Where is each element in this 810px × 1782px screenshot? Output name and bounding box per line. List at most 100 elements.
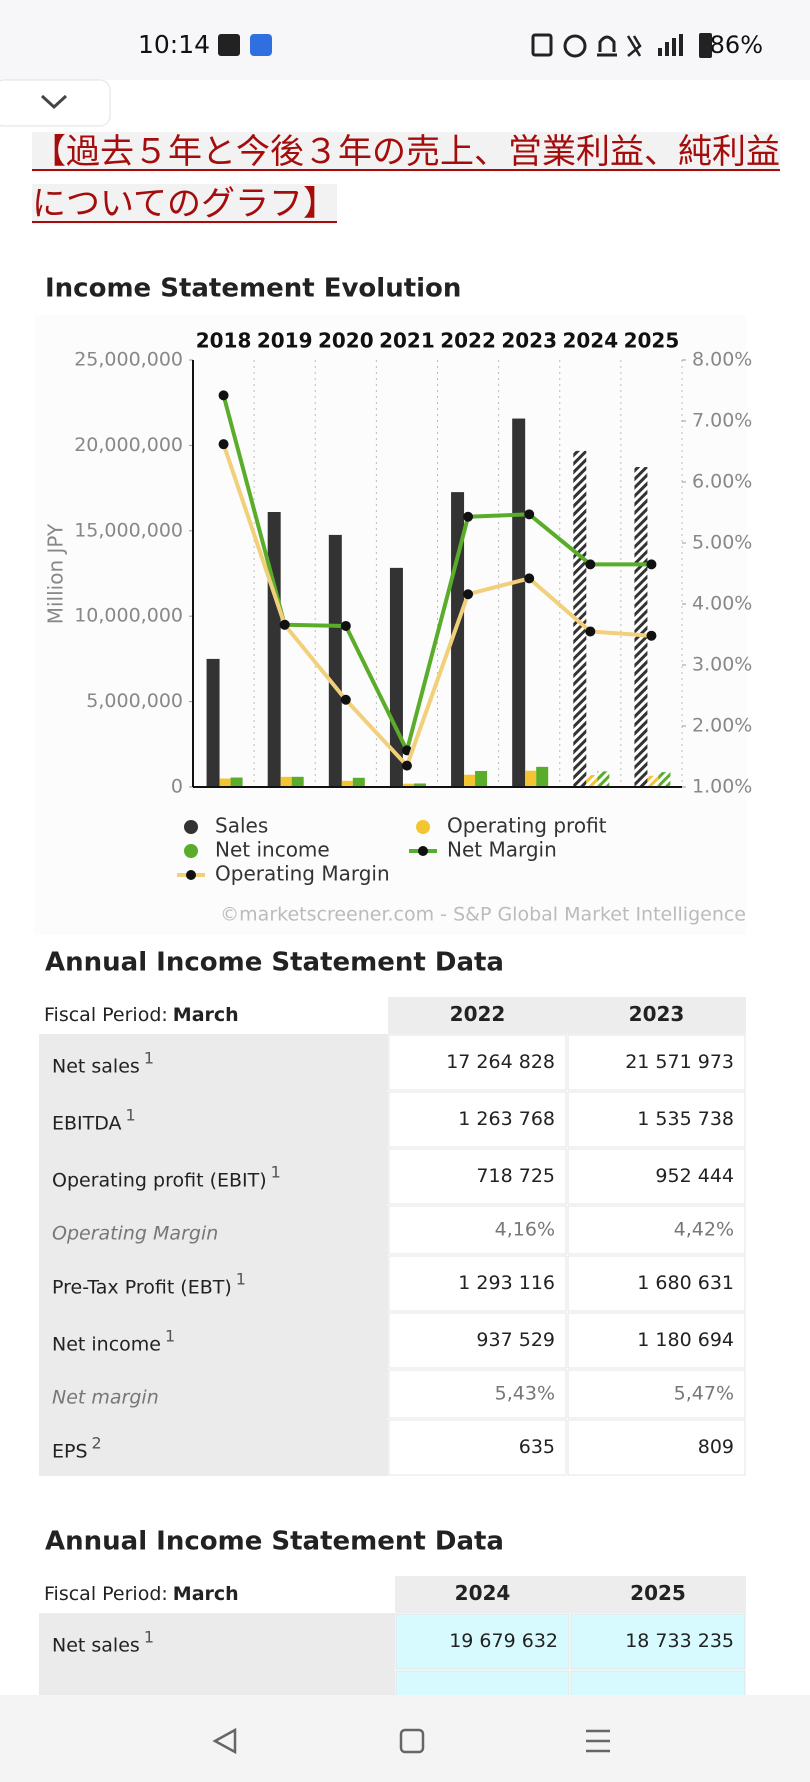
row-label: Net income (52, 1334, 161, 1356)
column-header: 2023 (629, 1002, 685, 1026)
data-cell (388, 1091, 567, 1148)
cell-value: 17 264 828 (446, 1051, 555, 1073)
collapse-tab[interactable] (0, 79, 111, 127)
column-header: 2025 (630, 1581, 686, 1605)
line-point (218, 439, 229, 450)
chevron-icon (40, 94, 68, 110)
column-header: 2024 (455, 1581, 511, 1605)
legend-label: Net Margin (447, 838, 557, 862)
y2-tick-label: 3.00% (692, 654, 752, 676)
row-label-cell (39, 1312, 388, 1369)
period-value: March (173, 1004, 239, 1026)
bar (352, 777, 365, 787)
status-icon (250, 34, 272, 56)
data-cell (567, 1312, 746, 1369)
row-footnote: 1 (144, 1628, 154, 1647)
y2-tick-label: 2.00% (692, 715, 752, 737)
data-cell (388, 1369, 567, 1419)
data-cell (388, 1312, 567, 1369)
status-icon (218, 34, 240, 56)
bar (402, 783, 414, 787)
row-label-cell (39, 1205, 388, 1255)
cell-value: 952 444 (655, 1165, 734, 1187)
line (221, 394, 652, 753)
bar (647, 775, 659, 787)
line (221, 443, 652, 768)
row-label: Net sales (52, 1635, 140, 1657)
x-tick-label: 2018 (196, 329, 252, 353)
x-tick-label: 2024 (562, 329, 618, 353)
data-cell (567, 1205, 746, 1255)
chart-source: ©marketscreener.com - S&P Global Market … (220, 904, 746, 926)
column-header-cell (567, 997, 746, 1034)
line-point (585, 626, 596, 637)
line-point (279, 619, 290, 630)
line-point (218, 390, 229, 401)
menu-button[interactable] (586, 1729, 610, 1753)
data-cell (388, 1148, 567, 1205)
line-point (524, 509, 535, 520)
row-footnote: 1 (126, 1106, 136, 1125)
status-icon (563, 34, 587, 58)
y2-tick-label: 4.00% (692, 593, 752, 615)
row-label-cell (39, 1613, 395, 1670)
bar (328, 534, 342, 787)
row-footnote: 1 (236, 1270, 246, 1289)
legend-label: Operating profit (447, 814, 607, 838)
bar (413, 783, 426, 787)
row-label: EPS (52, 1441, 88, 1463)
period-value: March (173, 1583, 239, 1605)
bar (291, 776, 304, 787)
y2-tick-label: 8.00% (692, 349, 752, 371)
home-button[interactable] (399, 1728, 425, 1754)
bar (525, 770, 537, 787)
cell-value: 937 529 (476, 1329, 555, 1351)
data-cell (388, 1255, 567, 1312)
row-label-cell (39, 1369, 388, 1419)
row-label: Operating Margin (52, 1223, 218, 1245)
heading-text: 【過去５年と今後３年の売上、営業利益、純利益についてのグラフ】 (32, 132, 780, 224)
data-cell (395, 1613, 570, 1670)
row-footnote: 1 (165, 1327, 175, 1346)
bar (597, 771, 610, 787)
y-tick-label: 0 (171, 776, 183, 798)
x-tick-label: 2025 (624, 329, 680, 353)
y-axis-label: Million JPY (44, 523, 68, 624)
line-point (646, 559, 657, 570)
line-point (646, 630, 657, 641)
status-icon (626, 35, 642, 57)
row-label: EBITDA (52, 1113, 122, 1135)
line-point (585, 559, 596, 570)
x-tick-label: 2021 (379, 329, 435, 353)
bar (230, 777, 243, 787)
bar (267, 512, 281, 787)
bar (341, 780, 353, 787)
legend-dot (186, 870, 196, 880)
navigation-bar (0, 1695, 810, 1782)
x-tick-label: 2020 (318, 329, 374, 353)
data-cell (567, 1419, 746, 1476)
data-cell (567, 1255, 746, 1312)
status-battery-icon (699, 33, 712, 58)
bar (573, 450, 587, 787)
line-point (524, 573, 535, 584)
line-point (340, 694, 351, 705)
row-label-cell (39, 1034, 388, 1091)
cell-value: 1 180 694 (637, 1329, 734, 1351)
data-cell (567, 1034, 746, 1091)
legend-marker (416, 820, 430, 834)
cell-value: 19 679 632 (449, 1630, 558, 1652)
cell-value: 1 293 116 (458, 1272, 555, 1294)
data-cell (388, 1419, 567, 1476)
cell-value: 4,42% (674, 1219, 734, 1241)
bar (206, 658, 220, 787)
x-tick-label: 2019 (257, 329, 313, 353)
data-cell (567, 1148, 746, 1205)
y-tick-label: 15,000,000 (74, 519, 183, 541)
legend-label: Sales (215, 814, 268, 838)
back-button[interactable] (212, 1727, 237, 1755)
data-cell (388, 1034, 567, 1091)
column-header-cell (388, 997, 567, 1034)
